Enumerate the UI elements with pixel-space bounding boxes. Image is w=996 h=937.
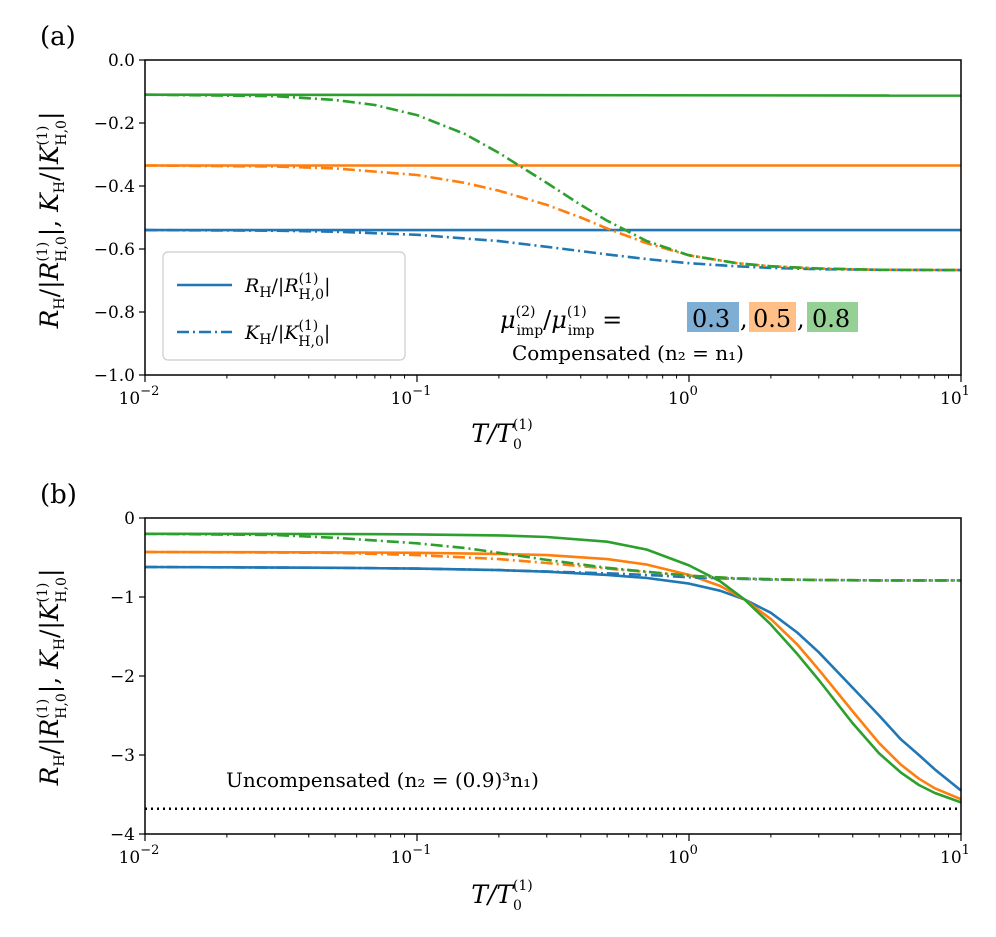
panel-b-xtick-label: 10−2 xyxy=(119,843,160,868)
panel-a-annotation: μ(2) imp/μ(1) imp = 0.3 , 0.5 , 0.8 Compen… xyxy=(500,302,858,365)
svg-text:RH/|R(1)H,0|, KH/|K(1)H,0|: RH/|R(1) H,0|, KH/|K(1) H,0| xyxy=(35,112,70,330)
panel-b-series-k-h-0-8 xyxy=(144,532,961,582)
panel-b-series-k-h-0-3 xyxy=(144,565,961,582)
panel-b-label: (b) xyxy=(40,480,77,510)
panel-b: (b) RH/|R(1) H,0|, KH/|K(1) H,0| 0 −1 −2 −3 −4… xyxy=(35,480,970,914)
panel-a-y-ticks: 0.0 −0.2 −0.4 −0.6 −0.8 −1.0 xyxy=(94,51,145,386)
panel-b-xlabel: T/T0(1) xyxy=(471,878,533,914)
comma-1: , xyxy=(740,305,748,333)
panel-a-xtick-label: 101 xyxy=(940,384,970,409)
panel-b-xtick-label: 10−1 xyxy=(391,843,432,868)
panel-a-legend: RH/|R(1) H,0| KH/|K(1) H,0| xyxy=(162,251,406,361)
panel-b-series-k-h-0-5 xyxy=(144,550,961,582)
panel-b-series xyxy=(144,532,962,804)
panel-a-xtick-label: 10−1 xyxy=(391,384,432,409)
panel-a-frame xyxy=(144,59,962,376)
panel-a-xtick-label: 10−2 xyxy=(119,384,160,409)
value-box-orange xyxy=(749,302,796,332)
panel-a-series xyxy=(144,93,962,272)
panel-a-xlabel: T/T0(1) xyxy=(471,417,533,453)
panel-b-ylabel: RH/|R(1) H,0|, KH/|K(1) H,0| xyxy=(35,569,70,787)
comma-2: , xyxy=(797,305,805,333)
panel-a: (a) RH/|R(1) H,0|, KH/|K(1) H,0| 0.0 −0.2 −0… xyxy=(35,22,970,453)
panel-b-ytick-label: −1 xyxy=(110,588,135,608)
panel-b-xtick-label: 100 xyxy=(668,843,698,868)
mu-ratio-label: μ(2) imp/μ(1) imp = xyxy=(500,304,622,339)
panel-a-ytick-label: 0.0 xyxy=(108,51,135,71)
compensated-caption: Compensated (n₂ = n₁) xyxy=(512,341,744,365)
panel-b-ytick-label: 0 xyxy=(124,509,135,529)
value-0.3: 0.3 xyxy=(692,305,730,333)
panel-a-xtick-label: 100 xyxy=(668,384,698,409)
panel-a-ytick-label: −0.6 xyxy=(94,240,135,260)
uncompensated-caption: Uncompensated (n₂ = (0.9)³n₁) xyxy=(226,768,539,792)
panel-b-ytick-label: −4 xyxy=(110,825,135,845)
panel-a-series-k-h-0-3 xyxy=(144,228,962,272)
panel-b-series-r-h-0-5 xyxy=(144,550,962,801)
panel-a-ytick-label: −0.8 xyxy=(94,303,135,323)
panel-b-y-ticks: 0 −1 −2 −3 −4 xyxy=(110,509,145,845)
panel-b-ytick-label: −3 xyxy=(110,746,135,766)
panel-b-series-r-h-0-8 xyxy=(144,532,962,804)
panel-b-xtick-label: 101 xyxy=(940,843,970,868)
panel-a-series-k-h-0-8 xyxy=(144,93,962,272)
value-0.8: 0.8 xyxy=(812,305,850,333)
panel-b-frame xyxy=(144,517,962,835)
panel-a-x-ticks: 10−2 10−1 100 101 xyxy=(119,375,970,409)
legend-entry-rh: RH/|R(1) H,0| xyxy=(244,271,330,303)
panel-a-ytick-label: −0.2 xyxy=(94,114,135,134)
svg-text:RH/|R(1)H,0|, KH/|K(1)H,0|: RH/|R(1) H,0|, KH/|K(1) H,0| xyxy=(35,569,70,787)
panel-b-x-ticks: 10−2 10−1 100 101 xyxy=(119,834,970,868)
panel-a-ytick-label: −1.0 xyxy=(94,366,135,386)
value-0.5: 0.5 xyxy=(753,305,791,333)
panel-b-ytick-label: −2 xyxy=(110,667,135,687)
value-box-blue xyxy=(687,302,739,332)
panel-a-label: (a) xyxy=(40,22,76,52)
value-box-green xyxy=(807,302,858,332)
panel-b-series-r-h-0-3 xyxy=(144,565,962,792)
panel-a-series-r-h-0-8 xyxy=(144,93,962,97)
panel-a-ytick-label: −0.4 xyxy=(94,177,135,197)
panel-a-ylabel: RH/|R(1) H,0|, KH/|K(1) H,0| xyxy=(35,112,70,330)
legend-entry-kh: KH/|K(1) H,0| xyxy=(244,318,330,350)
